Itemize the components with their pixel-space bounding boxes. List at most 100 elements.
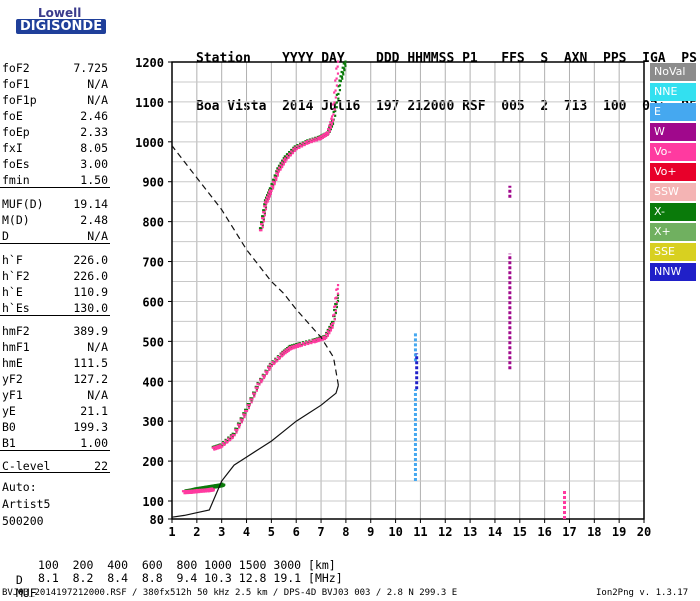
file-info: BVJ03_2014197212000.RSF / 380fx512h 50 k… — [2, 588, 458, 598]
trace-point — [338, 84, 342, 87]
trace-point — [323, 135, 326, 138]
trace-point — [328, 124, 331, 127]
trace-point — [197, 490, 200, 494]
x-tick-label: 17 — [562, 525, 576, 539]
legend-item: NoVal — [650, 63, 696, 81]
trace-point — [331, 325, 334, 329]
x-tick-label: 4 — [243, 525, 250, 539]
trace-point — [318, 138, 321, 141]
param-value: 199.3 — [73, 420, 108, 434]
trace-point — [328, 128, 331, 131]
trace-point — [194, 491, 197, 494]
trace-point — [276, 172, 279, 175]
trace-point — [279, 353, 282, 356]
trace-point — [190, 491, 194, 494]
param-key: h`F — [2, 253, 23, 267]
trace-point — [229, 434, 233, 437]
trace-point — [319, 339, 322, 342]
trace-point — [261, 215, 264, 218]
trace-point — [231, 436, 234, 439]
trace-point — [240, 419, 243, 423]
trace-point — [273, 181, 276, 184]
trace-point — [194, 489, 197, 492]
trace-point — [310, 140, 313, 144]
trace-point — [271, 185, 275, 188]
legend-item: NNW — [650, 263, 696, 281]
trace-point — [331, 118, 334, 121]
trace-point — [342, 62, 345, 65]
trace-point — [222, 483, 225, 486]
trace-point — [219, 446, 222, 449]
trace-point — [266, 196, 269, 199]
trace-point — [256, 382, 259, 385]
trace-point — [260, 381, 263, 384]
param-row: yF2 127.2 — [2, 371, 108, 387]
trace-point — [330, 320, 334, 324]
trace-point — [241, 418, 244, 421]
param-value: 110.9 — [73, 285, 108, 299]
trace-point — [238, 425, 241, 428]
trace-point — [271, 183, 275, 186]
trace-point — [227, 437, 230, 440]
trace-point — [214, 445, 218, 448]
trace-point — [261, 217, 264, 220]
trace-point — [229, 438, 232, 442]
trace-point — [334, 309, 337, 312]
legend: NoVal NNE E W Vo- Vo+ SSW X- X+ SSE NNW — [650, 63, 698, 283]
x-tick-label: 14 — [488, 525, 502, 539]
trace-point — [339, 80, 342, 83]
trace-point — [325, 332, 328, 336]
param-key: foEs — [2, 157, 30, 171]
trace-point — [297, 343, 300, 346]
param-key: B0 — [2, 420, 16, 434]
trace-point — [310, 342, 313, 345]
param-row: h`F 226.0 — [2, 252, 108, 268]
plot-frame — [171, 61, 645, 520]
trace-point — [308, 141, 311, 145]
trace-point — [287, 154, 290, 157]
trace-point — [328, 126, 331, 129]
trace-point — [267, 193, 270, 196]
trace-point — [328, 325, 331, 329]
trace-point — [259, 221, 263, 224]
trace-point — [303, 343, 307, 346]
trace-point — [236, 423, 240, 426]
trace-point — [302, 343, 306, 346]
logo-lowell: Lowell — [38, 6, 82, 20]
trace-point — [256, 386, 259, 389]
muf-label: MUF — [15, 586, 37, 600]
trace-point — [342, 67, 346, 70]
param-row: foEs 3.00 — [2, 156, 108, 172]
param-row: h`F2 226.0 — [2, 268, 108, 284]
param-key: fxI — [2, 141, 23, 155]
param-key: foF1 — [2, 77, 30, 91]
trace-point — [294, 149, 297, 152]
trace-point — [336, 292, 340, 295]
param-key: foF1p — [2, 93, 37, 107]
trace-point — [214, 447, 218, 451]
trace-point — [198, 490, 201, 494]
trace-point — [332, 314, 335, 317]
trace-point — [239, 418, 242, 421]
trace-point — [265, 202, 268, 205]
y-tick-label: 300 — [142, 415, 164, 429]
trace-point — [329, 126, 332, 129]
trace-point — [342, 73, 345, 76]
trace-point — [300, 145, 304, 148]
trace-point — [221, 442, 225, 445]
trace-point — [258, 229, 262, 232]
trace-point — [258, 383, 261, 386]
y-tick-label: 700 — [142, 256, 164, 270]
trace-point — [281, 161, 284, 164]
version-label: Ion2Png v. 1.3.17 — [596, 588, 689, 598]
trace-point — [259, 223, 263, 226]
legend-item: Vo+ — [650, 163, 696, 181]
trace-point — [261, 226, 264, 229]
trace-point — [231, 435, 234, 438]
trace-point — [238, 422, 242, 425]
trace-point — [330, 115, 334, 118]
trace-point — [272, 180, 275, 183]
trace-point — [269, 192, 272, 195]
trace-point — [277, 166, 281, 169]
trace-point — [205, 488, 208, 491]
